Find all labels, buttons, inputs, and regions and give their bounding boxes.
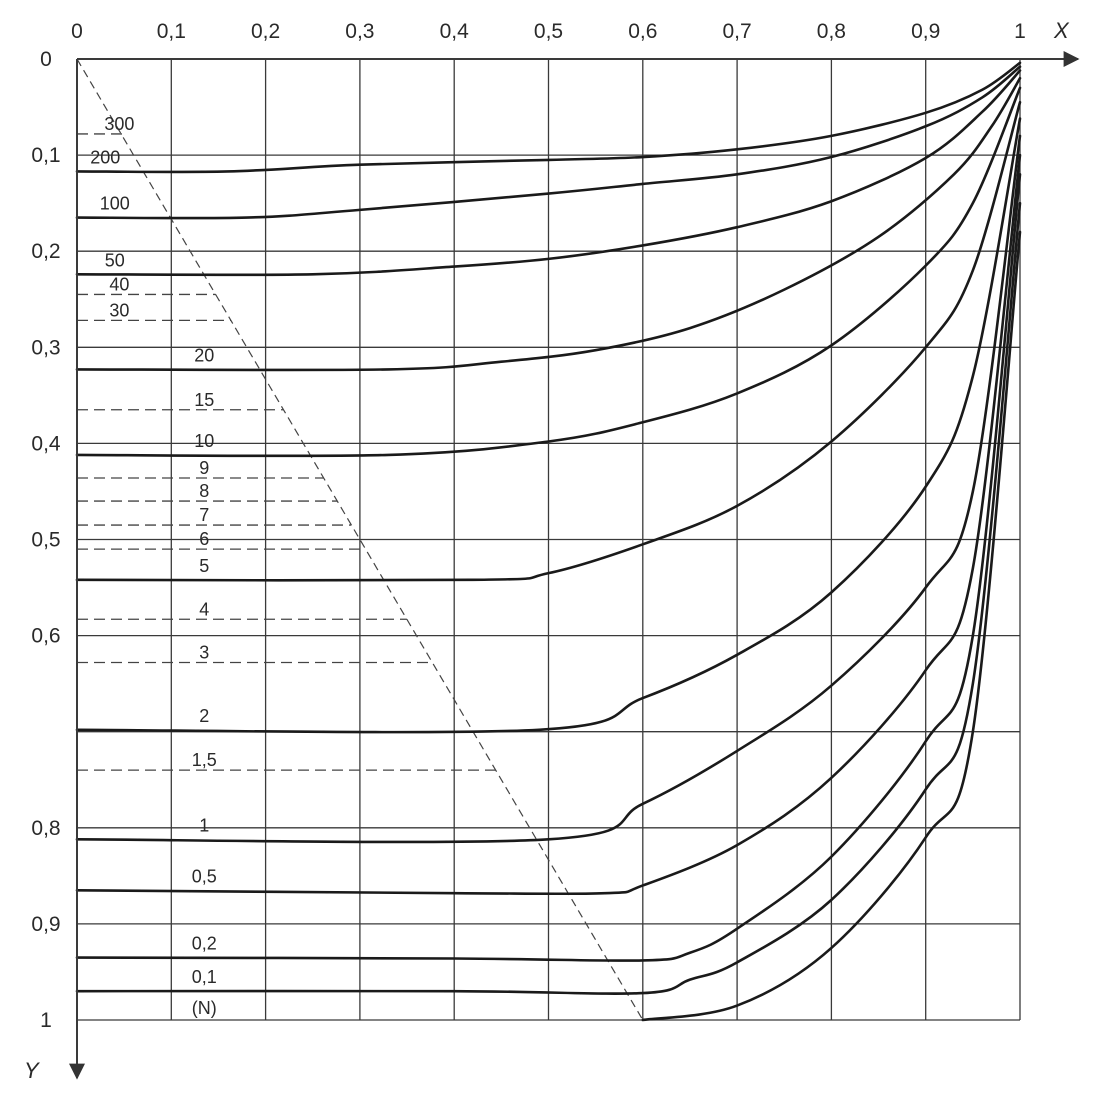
gridlines [76,58,1021,1021]
x-tick-labels: 0 0,1 0,2 0,3 0,4 0,5 0,6 0,7 0,8 0,9 1 [71,20,1026,43]
dashed-level-label: 40 [109,274,129,294]
curve-0,5 [75,153,1022,896]
curve-5 [75,100,1022,582]
curve-0,2 [75,173,1022,962]
curve-labels: 300 40 30 15 9 8 7 6 4 3 1,5 200 100 50 20 10 5 2 1 0,5 0,2 0… [90,114,217,1018]
curve-20 [75,76,1022,372]
dashed-level-label: 15 [194,390,214,410]
y-tick-label: 1 [40,1009,52,1032]
dashed-level-label: 3 [199,643,209,663]
x-tick-label: 0,1 [157,20,186,43]
dashed-level-label: 8 [199,481,209,501]
curve-100 [75,65,1022,220]
curve-0,1 [75,201,1022,995]
x-tick-label: 0,6 [628,20,657,43]
x-tick-label: 0,7 [722,20,751,43]
x-tick-label: 0,5 [534,20,563,43]
y-tick-label: 0,4 [31,432,61,455]
y-tick-label: 0,5 [31,529,60,552]
curve-label: 100 [100,194,130,214]
y-tick-labels: 0 0,1 0,2 0,3 0,4 0,5 0,6 0,8 0,9 1 [31,48,61,1032]
curve-50 [75,69,1022,277]
dashed-level-label: 7 [199,505,209,525]
curve-label: (N) [192,998,217,1018]
dashed-level-label: 6 [199,529,209,549]
y-tick-label: 0,1 [31,144,60,167]
y-axis-label: Y [24,1058,40,1083]
dashed-level-label: 4 [199,599,209,619]
x-axis-label: X [1053,18,1070,43]
curve-10 [75,86,1022,458]
axes [69,51,1080,1080]
y-tick-label: 0 [40,48,52,71]
x-tick-label: 0,3 [345,20,374,43]
curve-label: 0,2 [192,934,217,954]
curve-label: 5 [199,556,209,576]
curve-label: 0,1 [192,967,217,987]
curve-label: 10 [194,431,214,451]
curve-label: 200 [90,147,120,167]
curve-label: 1 [199,815,209,835]
curve-label: 20 [194,345,214,365]
x-tick-label: 0,2 [251,20,280,43]
curve-label: 50 [105,250,125,270]
x-tick-label: 0,8 [817,20,846,43]
curves [75,61,1022,1022]
curve-label: 0,5 [192,866,217,886]
curve-2 [75,117,1022,734]
dashed-levels [77,133,496,771]
x-tick-label: 0,9 [911,20,940,43]
x-tick-label: 1 [1014,20,1026,43]
y-tick-label: 0,3 [31,336,60,359]
y-tick-label: 0,2 [31,240,60,263]
y-tick-label: 0,6 [31,625,60,648]
dashed-level-label: 1,5 [192,750,217,770]
y-tick-label: 0,9 [31,913,60,936]
dashed-level-label: 9 [199,458,209,478]
curve-200 [75,61,1022,174]
x-tick-label: 0 [71,20,83,43]
curve-label: 2 [199,706,209,726]
dashed-level-label: 300 [104,114,134,134]
curve-1 [75,134,1022,844]
dashed-level-label: 30 [109,300,129,320]
x-tick-label: 0,4 [440,20,470,43]
y-tick-label: 0,8 [31,817,60,840]
curve-(N) [641,230,1022,1022]
